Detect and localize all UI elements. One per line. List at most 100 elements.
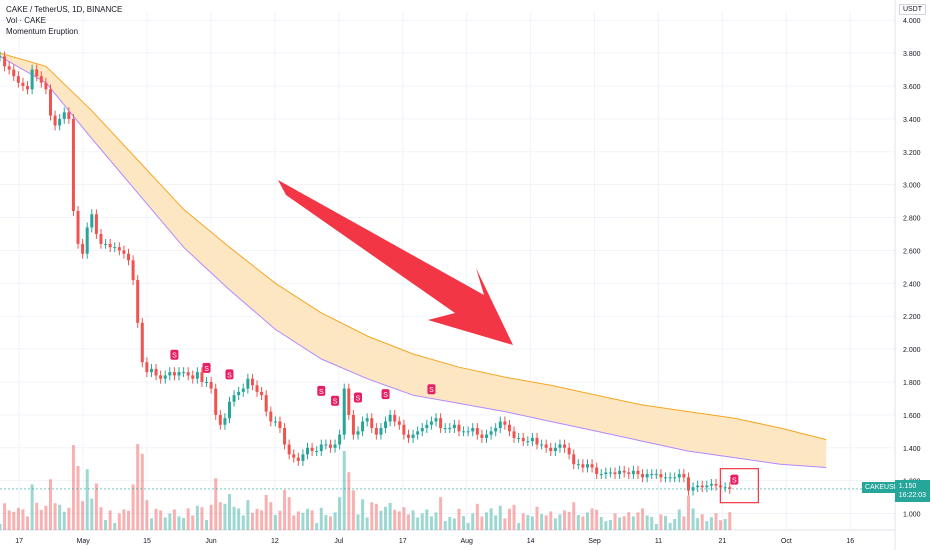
candle-body	[328, 444, 332, 448]
volume-bar	[205, 520, 209, 530]
candle-body	[590, 464, 594, 468]
candle-body	[572, 454, 576, 465]
volume-bar	[3, 503, 7, 530]
volume-bar	[475, 503, 479, 530]
candle-body	[186, 372, 190, 376]
candle-body	[127, 253, 131, 261]
volume-bar	[682, 516, 686, 530]
candle-body	[475, 428, 479, 435]
volume-bar	[530, 516, 534, 530]
volume-bar	[140, 453, 144, 530]
symbol-title[interactable]: CAKE / TetherUS, 1D, BINANCE	[6, 5, 123, 14]
volume-bar	[182, 518, 186, 530]
volume-bar	[342, 451, 346, 530]
candle-body	[544, 444, 548, 448]
volume-bar	[480, 516, 484, 530]
candle-body	[370, 418, 374, 429]
candle-body	[81, 243, 85, 254]
candle-body	[21, 82, 25, 86]
volume-bar	[659, 514, 663, 530]
x-tick-label: 14	[527, 538, 535, 545]
volume-bar	[154, 508, 158, 530]
volume-bar	[397, 511, 401, 530]
last-price-tag: 1.150 16:22:03	[894, 480, 930, 502]
candle-body	[351, 414, 355, 435]
candle-body	[122, 250, 126, 254]
volume-bar	[540, 514, 544, 530]
volume-bar	[149, 518, 153, 530]
candle-body	[696, 485, 700, 488]
candle-body	[99, 234, 103, 244]
candle-body	[709, 483, 713, 486]
candle-body	[296, 457, 300, 461]
candle-body	[292, 454, 296, 458]
volume-bar	[104, 520, 108, 530]
x-tick-label: May	[76, 538, 90, 545]
band-fill	[0, 53, 827, 468]
volume-indicator-label[interactable]: Vol · CAKE	[6, 16, 47, 25]
candle-body	[677, 474, 681, 478]
candle-body	[406, 434, 410, 438]
volume-bar	[553, 518, 557, 530]
candle-body	[567, 447, 571, 455]
currency-label[interactable]: USDT	[898, 4, 926, 15]
candle-body	[67, 112, 71, 119]
candle-body	[149, 368, 153, 373]
candle-body	[471, 428, 475, 432]
volume-bar	[686, 495, 690, 530]
candle-body	[535, 437, 539, 445]
volume-bar	[379, 510, 383, 530]
volume-bar	[709, 517, 713, 530]
volume-bar	[485, 512, 489, 530]
candle-body	[16, 76, 20, 83]
volume-bar	[549, 511, 553, 530]
candle-body	[645, 474, 649, 478]
candle-body	[374, 428, 378, 435]
volume-bar	[108, 510, 112, 530]
candle-body	[342, 388, 346, 435]
candle-body	[388, 414, 392, 422]
candle-body	[250, 378, 254, 386]
candle-body	[420, 428, 424, 432]
candle-body	[131, 260, 135, 281]
candle-body	[269, 411, 273, 422]
volume-bar	[255, 508, 259, 530]
sell-signal-label: S	[356, 395, 361, 402]
x-tick-label: Sep	[588, 538, 601, 545]
candle-body	[172, 372, 176, 376]
indicator-label[interactable]: Momentum Eruption	[6, 27, 79, 36]
sell-signal-badge	[317, 385, 326, 396]
candle-body	[218, 414, 222, 425]
x-tick-label: Oct	[781, 538, 792, 545]
candle-body	[260, 391, 264, 396]
candle-body	[563, 444, 567, 448]
volume-bar	[347, 472, 351, 530]
sell-signal-badge	[381, 389, 390, 400]
volume-bar	[0, 524, 2, 530]
candle-body	[402, 424, 406, 435]
volume-bar	[356, 514, 360, 530]
volume-bar	[200, 507, 204, 530]
candle-body	[485, 434, 489, 438]
candle-body	[397, 421, 401, 425]
candle-body	[163, 375, 167, 379]
volume-bar	[585, 512, 589, 530]
candle-body	[246, 378, 250, 389]
candle-body	[195, 372, 199, 379]
candle-body	[264, 395, 268, 412]
candle-body	[108, 243, 112, 248]
candle-body	[503, 421, 507, 425]
volume-bar	[544, 515, 548, 530]
symbol-price-tag: CAKEUSDT	[862, 482, 907, 493]
volume-bar	[81, 501, 85, 530]
volume-bar	[195, 505, 199, 530]
volume-bar	[278, 510, 282, 530]
candle-body	[7, 66, 11, 70]
volume-bar	[719, 520, 723, 530]
band-lower-line	[0, 55, 827, 468]
volume-bar	[264, 495, 268, 530]
volume-bar	[728, 512, 732, 530]
candle-body	[301, 454, 305, 461]
volume-bar	[618, 517, 622, 530]
